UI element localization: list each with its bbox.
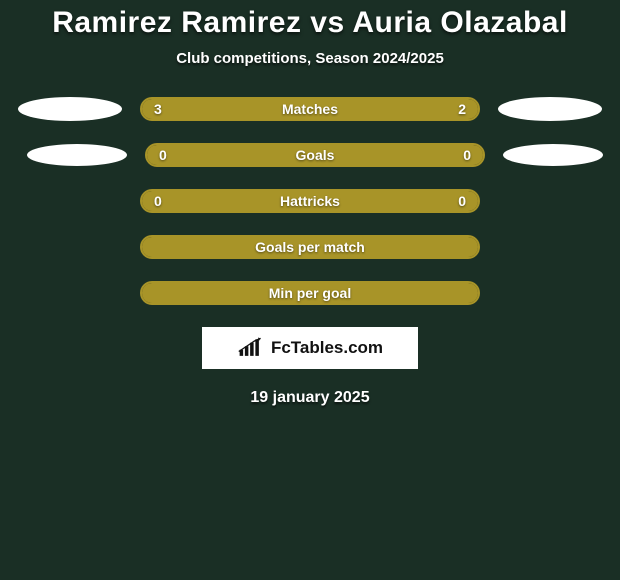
metric-value-left: 0 — [154, 193, 162, 209]
metric-bar-hattricks: 0 Hattricks 0 — [140, 189, 480, 213]
logo-text: FcTables.com — [271, 338, 383, 358]
metric-value-left: 0 — [159, 147, 167, 163]
spacer-right — [498, 247, 602, 248]
metric-label: Matches — [282, 101, 338, 117]
metric-bar-goals-per-match: Goals per match — [140, 235, 480, 259]
metric-value-right: 0 — [458, 193, 466, 209]
ellipse-right-goals — [503, 144, 603, 166]
metric-value-right: 0 — [463, 147, 471, 163]
content-container: Ramirez Ramirez vs Auria Olazabal Club c… — [0, 0, 620, 580]
metrics-list: 3 Matches 2 0 Goals 0 0 Hattricks 0 Goals per mat… — [0, 97, 620, 305]
metric-row-goals: 0 Goals 0 — [0, 143, 620, 167]
spacer-left — [18, 247, 122, 248]
spacer-right — [498, 201, 602, 202]
metric-bar-min-per-goal: Min per goal — [140, 281, 480, 305]
ellipse-left-matches — [18, 97, 122, 121]
metric-label: Goals — [296, 147, 335, 163]
date-text: 19 january 2025 — [0, 389, 620, 407]
page-title: Ramirez Ramirez vs Auria Olazabal — [0, 6, 620, 40]
metric-row-goals-per-match: Goals per match — [0, 235, 620, 259]
bar-chart-icon — [237, 337, 265, 359]
logo-box[interactable]: FcTables.com — [202, 327, 418, 369]
metric-row-min-per-goal: Min per goal — [0, 281, 620, 305]
spacer-left — [18, 201, 122, 202]
metric-bar-goals: 0 Goals 0 — [145, 143, 485, 167]
metric-label: Goals per match — [255, 239, 365, 255]
ellipse-right-matches — [498, 97, 602, 121]
metric-value-left: 3 — [154, 101, 162, 117]
ellipse-left-goals — [27, 144, 127, 166]
spacer-left — [18, 293, 122, 294]
metric-row-hattricks: 0 Hattricks 0 — [0, 189, 620, 213]
metric-label: Min per goal — [269, 285, 351, 301]
spacer-right — [498, 293, 602, 294]
subtitle: Club competitions, Season 2024/2025 — [0, 50, 620, 67]
metric-value-right: 2 — [458, 101, 466, 117]
metric-row-matches: 3 Matches 2 — [0, 97, 620, 121]
metric-label: Hattricks — [280, 193, 340, 209]
metric-bar-matches: 3 Matches 2 — [140, 97, 480, 121]
